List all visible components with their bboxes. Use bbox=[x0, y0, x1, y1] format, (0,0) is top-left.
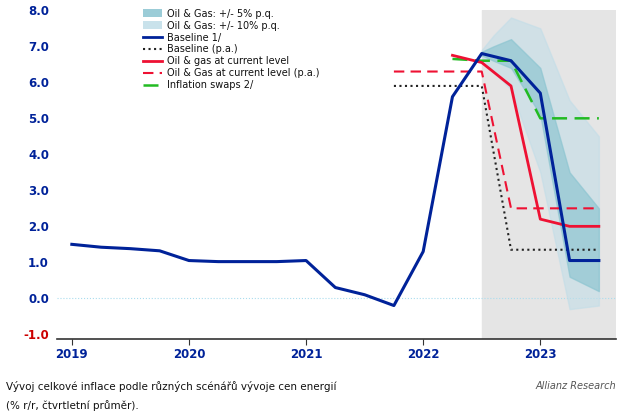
Text: (% r/r, čtvrtletní průměr).: (% r/r, čtvrtletní průměr). bbox=[6, 400, 139, 411]
Bar bbox=[482, 10, 622, 339]
Text: Vývoj celkové inflace podle různých scénářů vývoje cen energií: Vývoj celkové inflace podle různých scén… bbox=[6, 381, 337, 392]
Legend: Oil & Gas: +/- 5% p.q., Oil & Gas: +/- 10% p.q., Baseline 1/, Baseline (p.a.), O: Oil & Gas: +/- 5% p.q., Oil & Gas: +/- 1… bbox=[143, 9, 320, 90]
Text: Allianz Research: Allianz Research bbox=[536, 381, 616, 392]
